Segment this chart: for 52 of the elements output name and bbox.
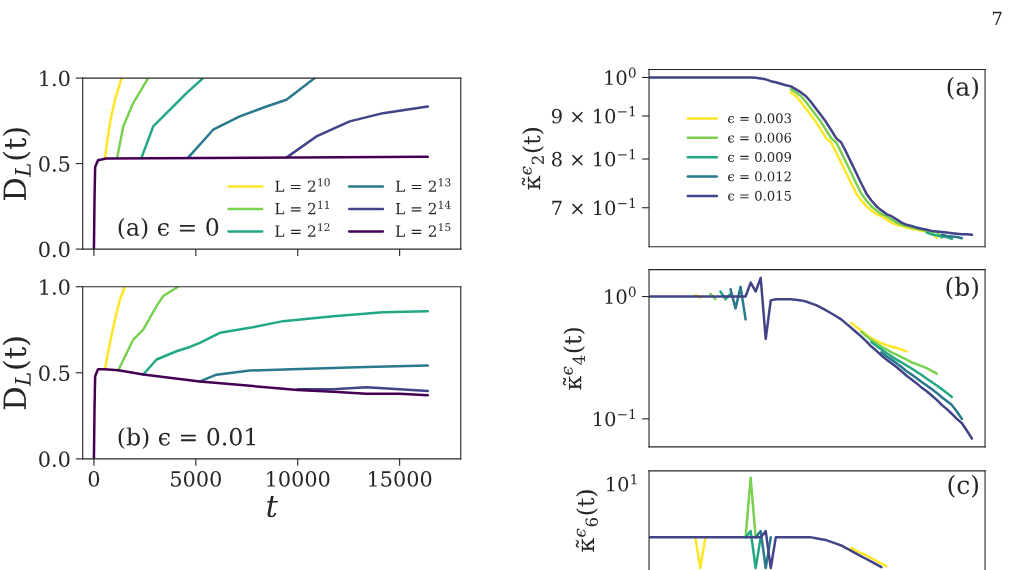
y-tick-label: 0.0 bbox=[39, 451, 70, 468]
y-axis-title: κ̃$^{ϵ}$$_{2}$(t) bbox=[521, 128, 544, 190]
legend-label: ϵ = 0.015 bbox=[728, 190, 791, 201]
y-tick-label: 10$^{0}$ bbox=[605, 286, 636, 305]
line-series bbox=[140, 78, 205, 159]
y-tick-label: 0.5 bbox=[39, 365, 70, 381]
legend-label: L = 2$^{10}$ bbox=[275, 178, 330, 192]
y-tick-label: 10$^{0}$ bbox=[605, 67, 636, 86]
annotation: (a) bbox=[947, 76, 979, 100]
annotation: (b) ϵ = 0.01 bbox=[118, 427, 256, 450]
annotation: (b) bbox=[946, 276, 979, 300]
line-series bbox=[198, 364, 430, 383]
y-tick-label: 1.0 bbox=[40, 279, 70, 295]
text: 10$^{1}$ bbox=[607, 474, 637, 492]
y-axis-title: κ̃$^{ϵ}$$_{4}$(t) bbox=[562, 328, 585, 390]
y-axis-title: D$_{L}$(t) bbox=[2, 337, 31, 410]
y-tick-label: 8 × 10$^{−1}$ bbox=[551, 149, 635, 167]
legend-label: ϵ = 0.012 bbox=[728, 171, 791, 182]
legend-label: L = 2$^{13}$ bbox=[395, 178, 451, 192]
line-series bbox=[103, 286, 127, 371]
line-series bbox=[92, 155, 430, 250]
text: 7 bbox=[992, 11, 1002, 25]
line-series bbox=[117, 286, 180, 372]
x-tick-label: 5000 bbox=[171, 471, 221, 487]
y-tick-label: 10$^{−1}$ bbox=[594, 408, 635, 427]
y-tick-label: 0.0 bbox=[39, 241, 70, 258]
annotation: (c) bbox=[948, 474, 979, 498]
y-axis-title: D$_{L}$(t) bbox=[2, 128, 31, 200]
line-series bbox=[925, 231, 954, 241]
x-tick-label: 10000 bbox=[267, 471, 330, 487]
legend-label: ϵ = 0.003 bbox=[728, 113, 791, 124]
x-tick-label: 15000 bbox=[369, 471, 432, 487]
y-tick-label: 7 × 10$^{−1}$ bbox=[552, 197, 635, 216]
y-tick-label: 9 × 10$^{−1}$ bbox=[551, 106, 635, 124]
line-series bbox=[285, 105, 430, 159]
y-tick-label: 1.0 bbox=[40, 70, 70, 87]
legend-label: L = 2$^{14}$ bbox=[395, 200, 451, 215]
x-tick-label: 0 bbox=[88, 471, 100, 487]
y-tick-label: 0.5 bbox=[39, 156, 70, 172]
x-axis-title: t bbox=[267, 496, 278, 518]
line-series bbox=[115, 78, 150, 159]
line-series bbox=[103, 78, 123, 159]
legend-label: L = 2$^{11}$ bbox=[275, 200, 329, 215]
legend-label: L = 2$^{15}$ bbox=[395, 223, 451, 237]
y-axis-title: κ̃$^{ϵ}$$_{6}$(t) bbox=[575, 490, 598, 552]
legend-label: L = 2$^{12}$ bbox=[275, 223, 330, 237]
legend-label: ϵ = 0.009 bbox=[728, 152, 792, 162]
legend-label: ϵ = 0.006 bbox=[728, 132, 792, 143]
line-series bbox=[142, 309, 430, 376]
line-series bbox=[92, 368, 430, 459]
line-series bbox=[186, 78, 316, 159]
annotation: (a) ϵ = 0 bbox=[118, 217, 219, 240]
